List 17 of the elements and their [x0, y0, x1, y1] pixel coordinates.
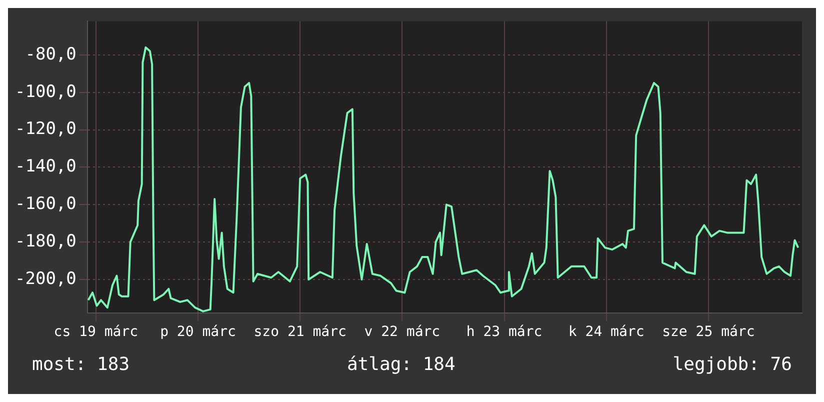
x-tick-label: k 24 márc	[568, 324, 644, 340]
y-tick-label: -140,0	[14, 156, 76, 177]
text: átlag: 184	[346, 354, 456, 375]
x-tick-label: p 20 márc	[160, 324, 236, 340]
y-tick-label: -180,0	[14, 231, 76, 252]
x-tick-label: h 23 márc	[466, 324, 542, 340]
y-tick-label: -200,0	[14, 268, 76, 289]
y-tick-label: -120,0	[14, 119, 76, 140]
text: legjobb: 76	[672, 354, 792, 375]
y-tick-label: -160,0	[14, 194, 76, 214]
x-tick-label: szo 21 márc	[254, 324, 346, 340]
text: most: 183	[32, 354, 130, 375]
x-tick-label: v 22 márc	[364, 324, 440, 340]
x-tick-label: cs 19 márc	[54, 324, 138, 340]
y-tick-label: -80,0	[25, 44, 76, 64]
x-tick-label: sze 25 márc	[662, 324, 755, 340]
y-tick-label: -100,0	[14, 82, 76, 102]
